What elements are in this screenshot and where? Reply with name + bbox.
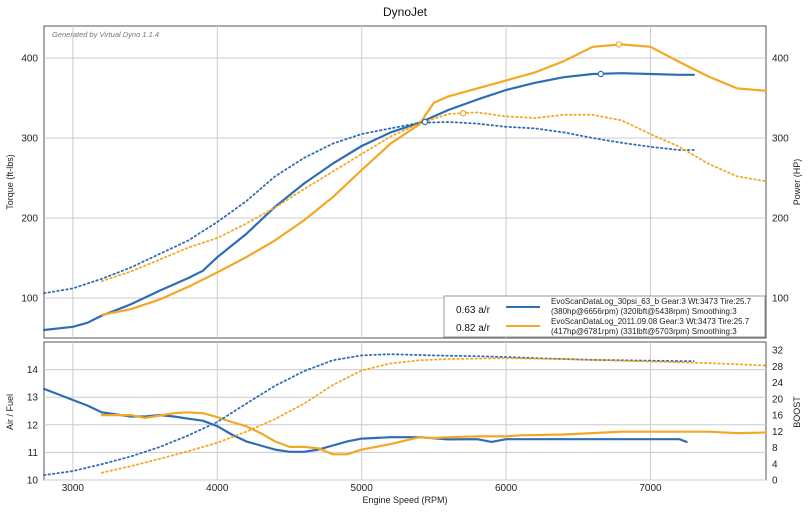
x-tick-3000: 3000: [62, 483, 85, 494]
top-plot-frame: [43, 25, 767, 339]
afr-tick-12: 12: [27, 420, 39, 431]
series-afr-0-82-a-r: [100, 411, 768, 456]
x-tick-5000: 5000: [351, 483, 374, 494]
legend-entry-1-line1: EvoScanDataLog_2011.09.08 Gear:3 Wt:3473…: [551, 317, 750, 326]
boost-tick-16: 16: [772, 411, 784, 422]
torque-tick-100: 100: [21, 294, 38, 305]
chart-title: DynoJet: [383, 5, 428, 19]
bottom-tick-labels: 10 11 12 13 14 0 4 8 12 16 20 24 28 32: [27, 346, 784, 487]
x-tick-7000: 7000: [639, 483, 662, 494]
afr-tick-11: 11: [28, 448, 39, 459]
series-torque-0-82-a-r: [100, 111, 767, 283]
legend: 0.63 a/r 0.82 a/r EvoScanDataLog_30psi_6…: [443, 295, 766, 338]
torque-axis-label: Torque (ft-lbs): [5, 154, 15, 210]
legend-entry-1-line2: (417hp@6781rpm) (331lbft@5703rpm) Smooth…: [551, 327, 737, 336]
torque-tick-300: 300: [21, 134, 38, 145]
torque-tick-200: 200: [21, 214, 38, 225]
power-tick-400: 400: [772, 54, 789, 65]
boost-tick-32: 32: [772, 346, 784, 357]
x-tick-4000: 4000: [206, 483, 229, 494]
bottom-grid: [44, 342, 766, 481]
x-tick-6000: 6000: [495, 483, 518, 494]
legend-entry-0-line2: (380hp@6656rpm) (320lbft@5438rpm) Smooth…: [551, 307, 737, 316]
x-tick-labels: 3000 4000 5000 6000 7000: [62, 483, 662, 494]
power-axis-label: Power (HP): [792, 159, 802, 206]
top-panel: Generated by Virtual Dyno 1.1.4 100 100 20…: [5, 25, 802, 339]
power-tick-200: 200: [772, 214, 789, 225]
afr-tick-13: 13: [27, 393, 39, 404]
peak-marker-torque-0-63-a-r: [421, 118, 429, 126]
legend-box: [443, 295, 766, 338]
power-tick-100: 100: [772, 294, 789, 305]
boost-tick-20: 20: [772, 394, 784, 405]
afr-axis-label: Air / Fuel: [5, 394, 15, 430]
series-boost-0-63-a-r: [43, 353, 695, 477]
afr-tick-14: 14: [27, 365, 39, 376]
boost-tick-12: 12: [772, 427, 784, 438]
bottom-series-group: [42, 353, 768, 477]
top-tick-labels: 100 100 200 200 300 300 400 400: [21, 54, 789, 305]
ar-label-1: 0.82 a/r: [456, 323, 491, 334]
bottom-panel: 10 11 12 13 14 0 4 8 12 16 20 24 28 32 Air / Fuel BOO…: [5, 341, 802, 487]
watermark-text: Generated by Virtual Dyno 1.1.4: [52, 30, 159, 39]
boost-tick-8: 8: [772, 443, 778, 454]
series-torque-0-63-a-r: [43, 121, 695, 295]
boost-axis-label: BOOST: [792, 396, 802, 428]
peak-marker-power-0-63-a-r: [597, 70, 605, 78]
legend-entry-0-line1: EvoScanDataLog_30psi_63_b Gear:3 Wt:3473…: [551, 297, 752, 306]
series-power-0-63-a-r: [42, 72, 695, 332]
series-boost-0-82-a-r: [100, 357, 767, 474]
series-power-0-82-a-r: [100, 43, 768, 316]
boost-tick-28: 28: [772, 362, 784, 373]
ar-label-0: 0.63 a/r: [456, 305, 491, 316]
boost-tick-0: 0: [772, 476, 778, 487]
boost-tick-24: 24: [772, 378, 784, 389]
peak-marker-torque-0-82-a-r: [459, 109, 467, 117]
boost-tick-4: 4: [772, 459, 778, 470]
torque-tick-400: 400: [21, 54, 38, 65]
peak-marker-power-0-82-a-r: [615, 41, 623, 48]
power-tick-300: 300: [772, 134, 789, 145]
x-axis-label: Engine Speed (RPM): [362, 495, 447, 505]
top-series-group: [42, 41, 768, 332]
afr-tick-10: 10: [27, 476, 39, 487]
